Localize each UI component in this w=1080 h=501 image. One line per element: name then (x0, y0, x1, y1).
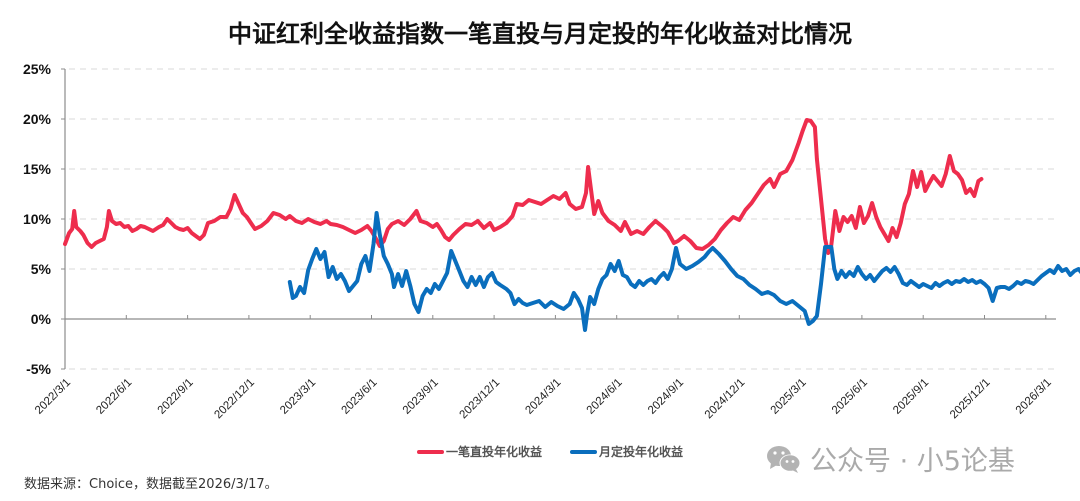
x-tick-label: 2023/3/1 (278, 377, 318, 417)
x-axis-ticks: 2022/3/1 2022/6/1 2022/9/1 2022/12/1 2023/3/… (33, 377, 1054, 422)
x-tick-label: 2024/12/1 (703, 377, 748, 422)
legend-label-lump-sum: 一笔直投年化收益 (446, 445, 543, 459)
x-tick-label: 2022/12/1 (212, 377, 257, 422)
x-tick-label: 2024/3/1 (523, 377, 563, 417)
axes (61, 68, 1056, 370)
x-tick-label: 2022/9/1 (156, 377, 196, 417)
x-tick-label: 2025/12/1 (948, 377, 993, 422)
x-tick-label: 2026/3/1 (1014, 377, 1054, 417)
x-tick-label: 2025/9/1 (891, 377, 931, 417)
x-tick-label: 2022/3/1 (33, 377, 73, 417)
data-series (63, 118, 1080, 332)
y-tick-label: 20% (23, 111, 52, 127)
series-lump-sum-line (63, 118, 984, 255)
wechat-icon (767, 445, 801, 473)
watermark-text: 公众号 · 小5论基 (810, 446, 1015, 477)
y-tick-label: 15% (23, 161, 52, 177)
legend: 一笔直投年化收益 月定投年化收益 (417, 443, 683, 460)
x-tick-label: 2024/9/1 (646, 377, 686, 417)
legend-swatch-blue (570, 449, 598, 454)
x-tick-label: 2024/6/1 (585, 377, 625, 417)
chart-title: 中证红利全收益指数一笔直投与月定投的年化收益对比情况 (228, 20, 852, 48)
x-tick-label: 2025/3/1 (769, 377, 809, 417)
y-tick-label: -5% (26, 361, 51, 377)
y-axis-ticks: 25% 20% 15% 10% 5% 0% -5% (23, 61, 52, 377)
legend-item-monthly-dca[interactable]: 月定投年化收益 (570, 443, 683, 460)
y-tick-label: 5% (31, 261, 52, 277)
legend-item-lump-sum[interactable]: 一笔直投年化收益 (417, 443, 542, 460)
x-tick-label: 2023/6/1 (339, 377, 379, 417)
y-tick-label: 0% (31, 311, 52, 327)
y-tick-label: 25% (23, 61, 52, 77)
x-tick-label: 2023/12/1 (458, 377, 503, 422)
watermark: 公众号 · 小5论基 (766, 439, 1015, 478)
x-tick-label: 2023/9/1 (401, 377, 441, 417)
x-tick-label: 2025/6/1 (830, 377, 870, 417)
data-source-note: 数据来源：Choice，数据截至2026/3/17。 (24, 477, 278, 492)
series-monthly-dca-line (287, 211, 1080, 332)
x-tick-label: 2022/6/1 (94, 377, 134, 417)
legend-label-monthly-dca: 月定投年化收益 (599, 445, 684, 459)
y-tick-label: 10% (23, 211, 52, 227)
legend-swatch-red (417, 449, 444, 454)
